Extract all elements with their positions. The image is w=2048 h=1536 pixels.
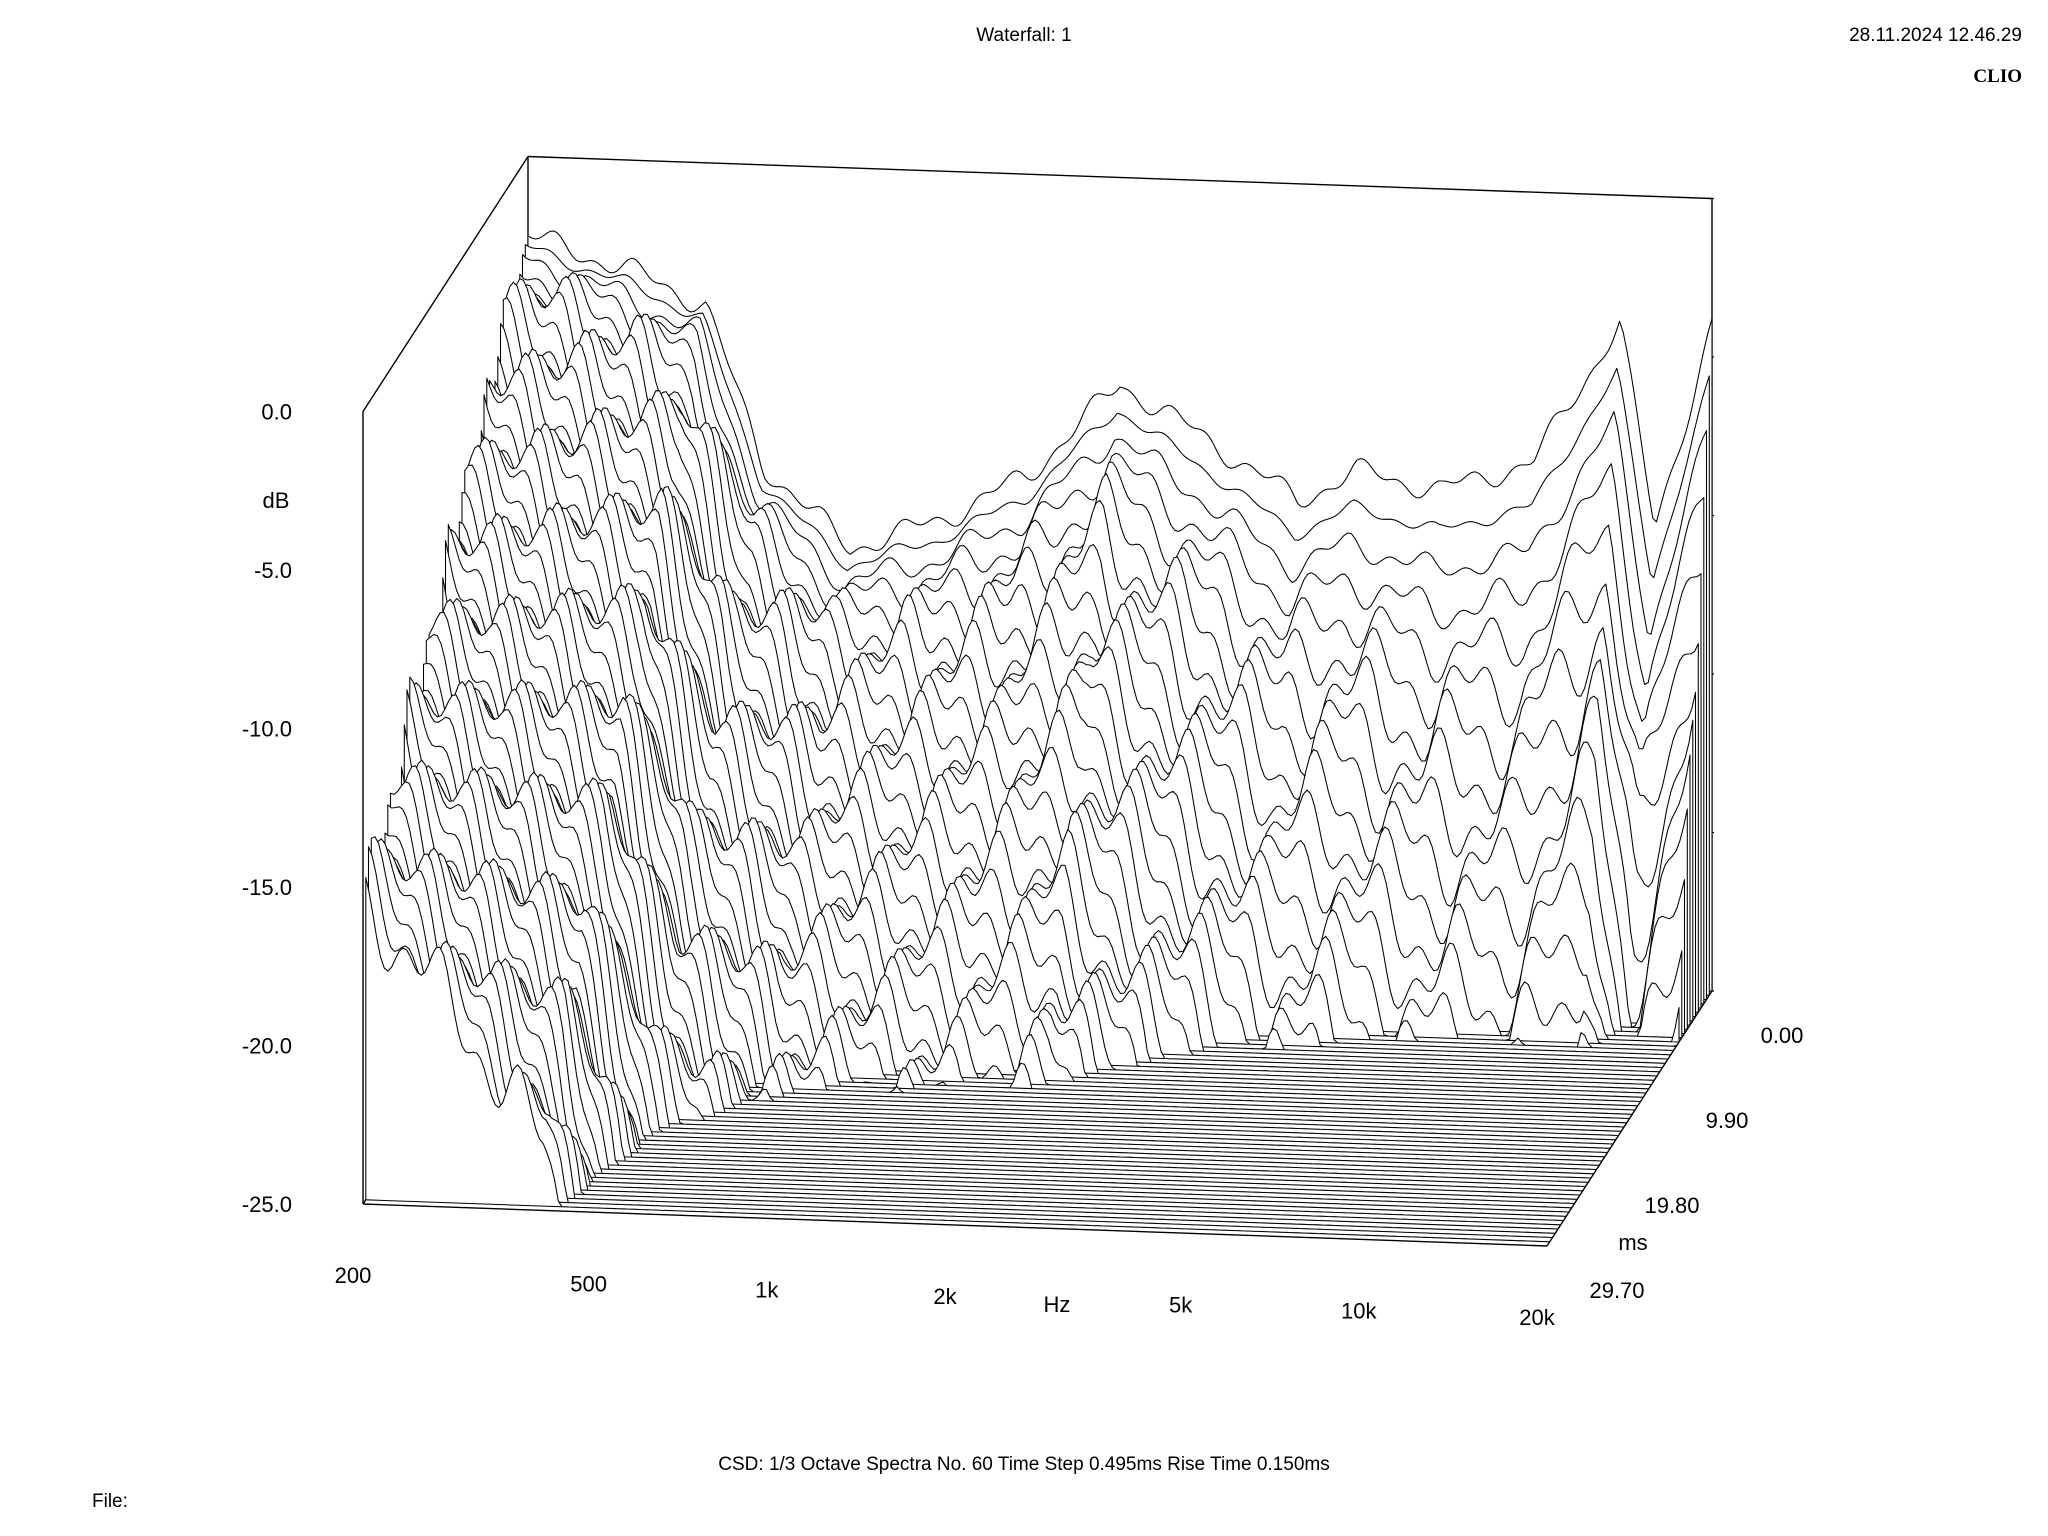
spectrum-slice <box>365 876 1551 1243</box>
x-tick-label: 10k <box>1341 1299 1377 1324</box>
z-tick-label: 19.80 <box>1644 1193 1699 1218</box>
y-tick-label: -10.0 <box>242 717 292 742</box>
y-tick-label: -15.0 <box>242 875 292 900</box>
spectrum-slice <box>450 529 1636 1111</box>
x-tick-label: 20k <box>1519 1305 1555 1330</box>
brand-logo: CLIO <box>1973 66 2022 87</box>
x-tick-label: 1k <box>755 1278 779 1303</box>
spectrum-slice <box>466 444 1653 1086</box>
z-tick-label: 9.90 <box>1706 1108 1749 1133</box>
y-tick-labels: 0.0 -5.0 -10.0 -15.0 -20.0 -25.0 <box>242 400 292 1218</box>
chart-title: Waterfall: 1 <box>976 25 1072 46</box>
back-top-edge <box>527 155 1713 200</box>
z-axis-label: ms <box>1618 1230 1647 1255</box>
timestamp: 28.11.2024 12.46.29 <box>1849 25 2022 46</box>
x-axis-label: Hz <box>1044 1292 1071 1317</box>
z-tick-label: 29.70 <box>1589 1278 1644 1303</box>
y-tick-label: -25.0 <box>242 1192 292 1217</box>
z-tick-labels: 0.00 9.90 19.80 29.70 <box>1589 1023 1803 1303</box>
y-tick-label: -5.0 <box>254 558 292 583</box>
y-tick-label: 0.0 <box>261 400 292 425</box>
left-top-edge <box>362 156 529 412</box>
floor-front-edge <box>362 1203 1548 1247</box>
x-tick-label: 2k <box>933 1284 957 1309</box>
x-tick-label: 200 <box>335 1263 372 1288</box>
measurement-info: CSD: 1/3 Octave Spectra No. 60 Time Step… <box>718 1454 1330 1475</box>
x-tick-labels: 200 500 1k 2k 5k 10k 20k <box>335 1263 1556 1330</box>
file-label: File: <box>92 1491 128 1512</box>
waterfall-slices <box>365 230 1713 1243</box>
x-tick-label: 5k <box>1169 1292 1193 1317</box>
y-axis-label: dB <box>263 488 290 513</box>
x-tick-label: 500 <box>570 1271 607 1296</box>
z-tick-label: 0.00 <box>1761 1023 1804 1048</box>
y-tick-label: -20.0 <box>242 1034 292 1059</box>
